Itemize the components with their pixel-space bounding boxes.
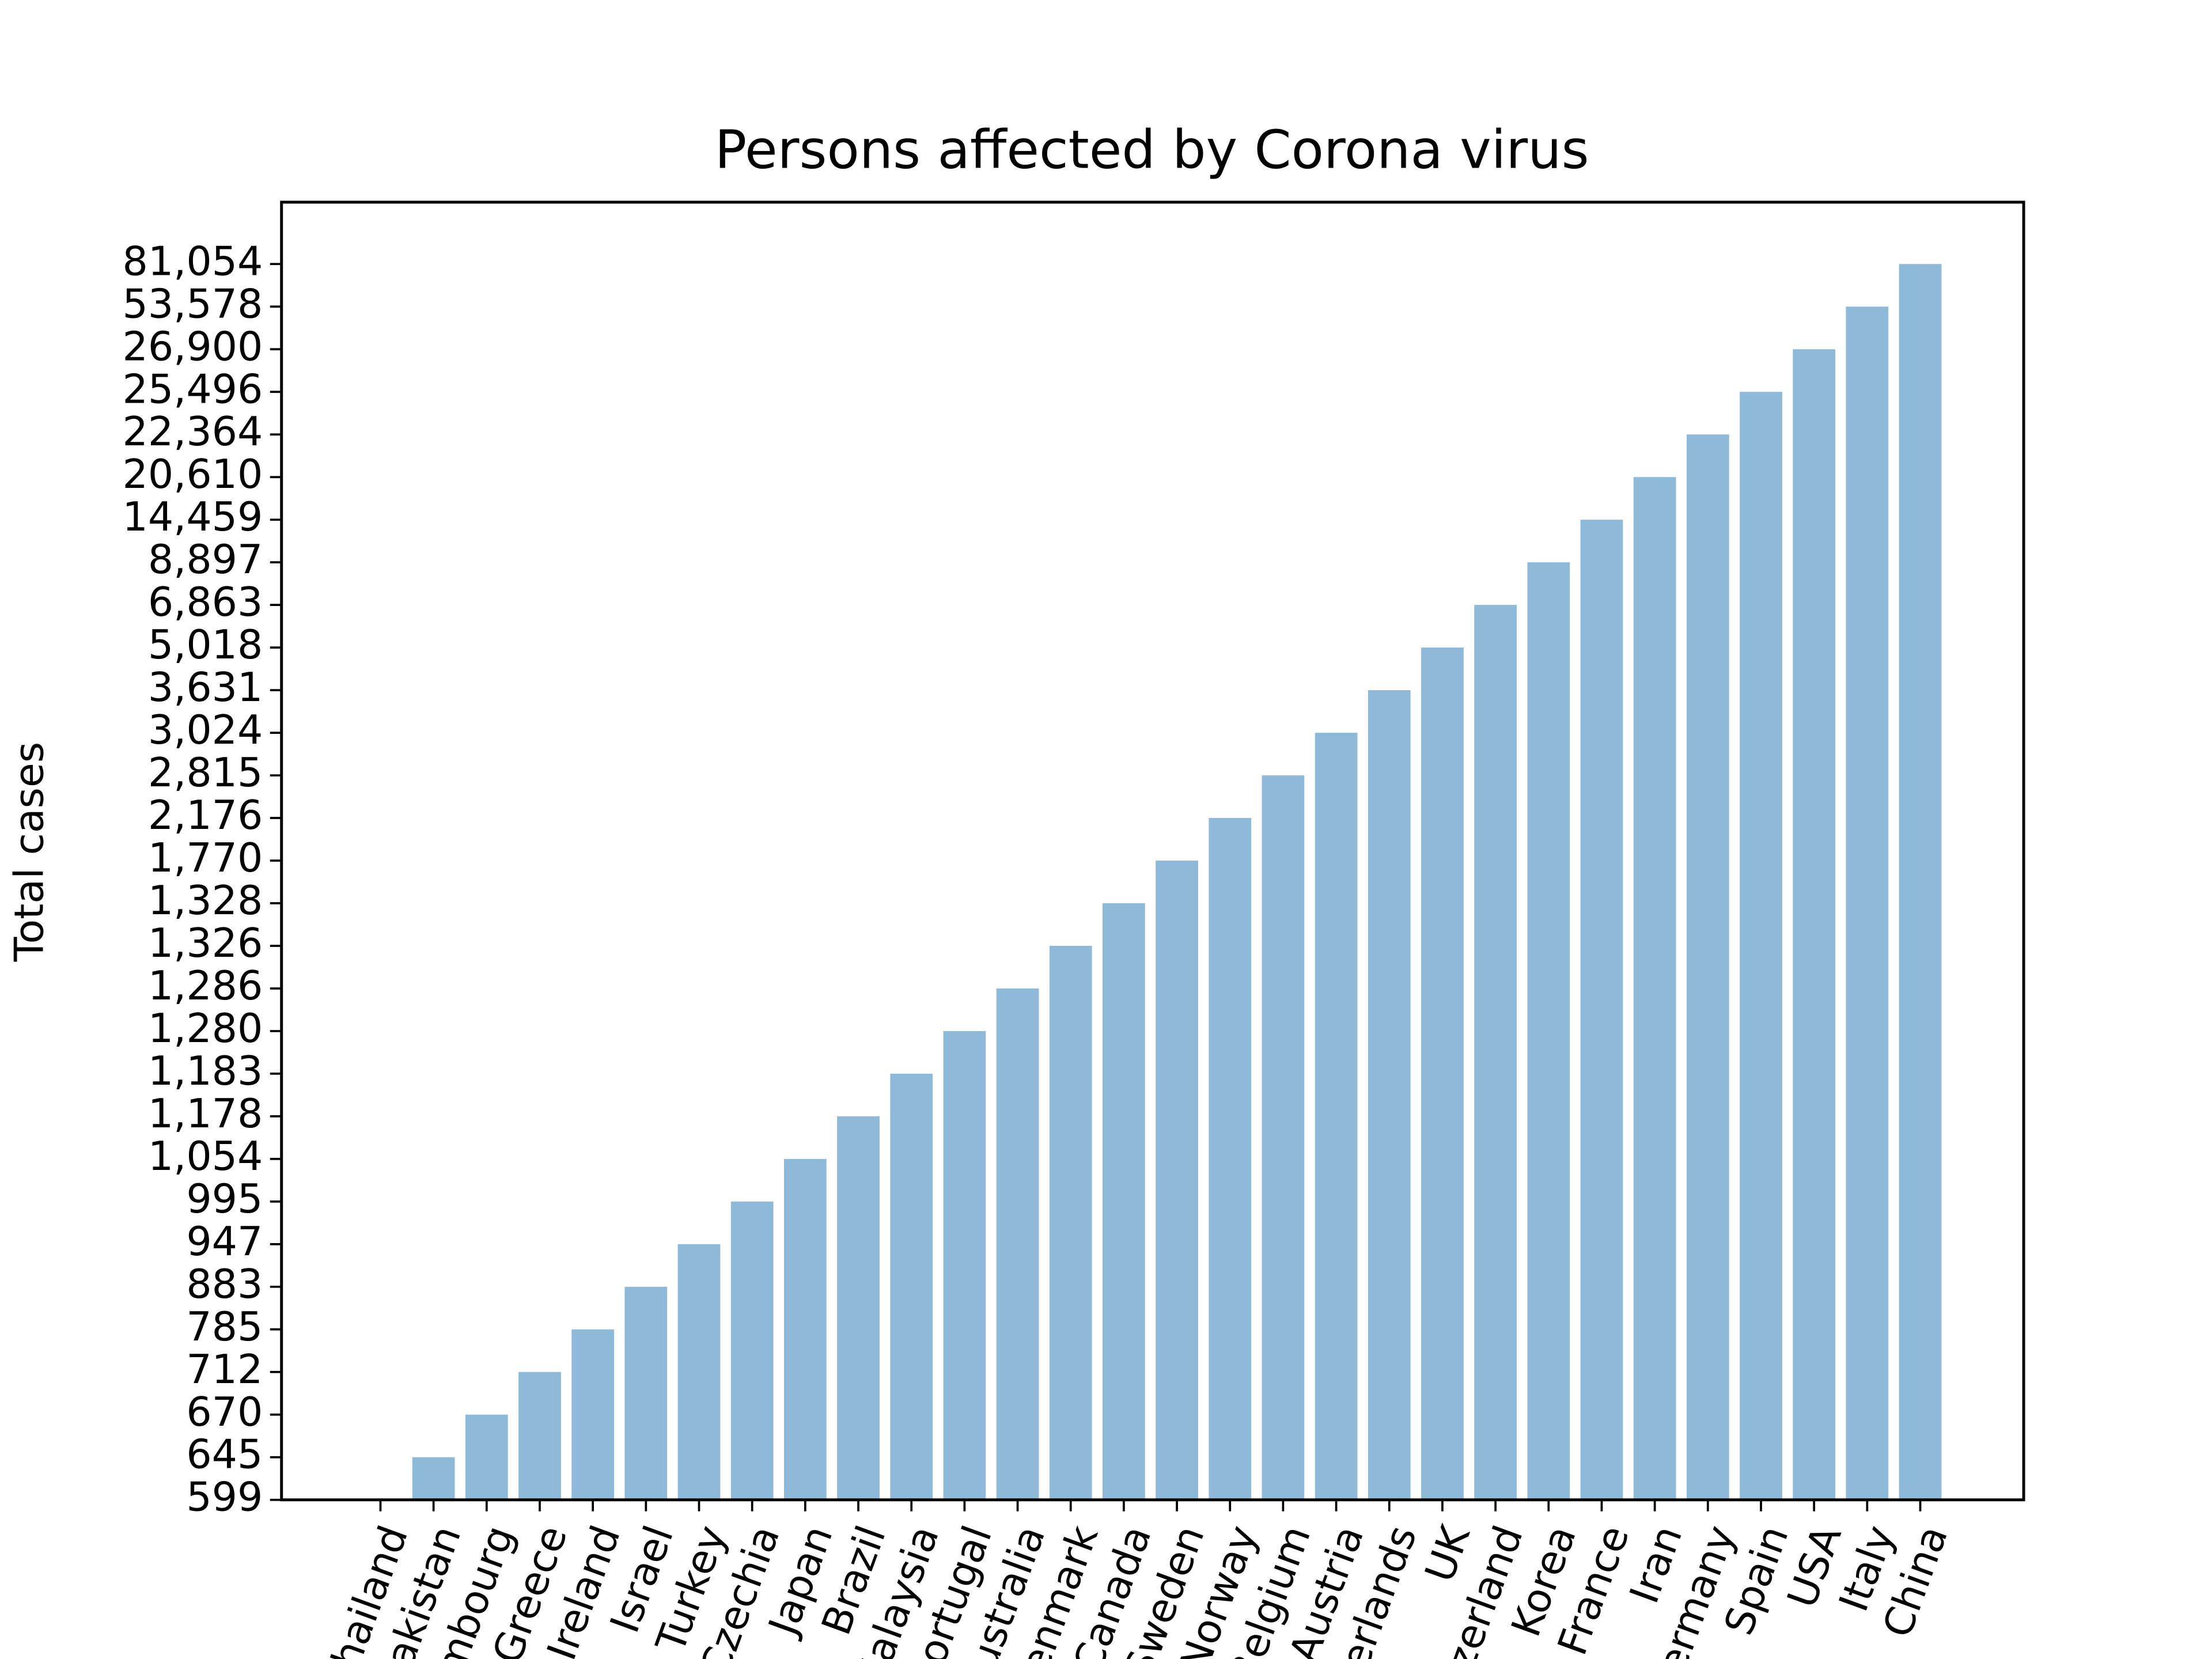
bar — [518, 1372, 561, 1500]
bar — [465, 1414, 508, 1500]
y-tick-label: 1,286 — [148, 963, 263, 1009]
bar — [1580, 520, 1623, 1500]
y-tick-label: 785 — [186, 1304, 263, 1350]
bar — [1315, 733, 1358, 1500]
y-tick-label: 25,496 — [123, 366, 263, 412]
bar — [624, 1286, 668, 1500]
bar — [1209, 818, 1252, 1500]
y-tick-label: 712 — [186, 1346, 263, 1393]
y-axis-label: Total cases — [6, 742, 53, 962]
bar — [1846, 306, 1889, 1500]
bar — [1686, 434, 1729, 1500]
y-tick-label: 5,018 — [148, 622, 263, 668]
bar — [1793, 349, 1836, 1500]
bar — [1368, 690, 1411, 1500]
y-tick-label: 26,900 — [123, 323, 263, 370]
y-tick-label: 20,610 — [123, 451, 263, 498]
y-tick-label: 599 — [186, 1474, 263, 1521]
chart-title: Persons affected by Corona virus — [715, 119, 1589, 181]
y-tick-label: 645 — [186, 1431, 263, 1478]
y-tick-label: 8,897 — [148, 536, 263, 583]
y-tick-label: 947 — [186, 1218, 263, 1265]
bar — [1421, 647, 1464, 1500]
y-tick-label: 995 — [186, 1176, 263, 1222]
y-tick-label: 1,328 — [148, 877, 263, 924]
bar — [783, 1158, 827, 1500]
bar — [677, 1244, 721, 1500]
y-tick-label: 22,364 — [123, 408, 263, 455]
bar — [1474, 605, 1517, 1500]
bar — [837, 1116, 880, 1500]
bar — [1899, 264, 1942, 1500]
bar — [996, 988, 1039, 1500]
bar — [1103, 903, 1145, 1500]
bar — [1740, 392, 1782, 1500]
y-tick-label: 1,178 — [148, 1090, 263, 1137]
bar — [1156, 861, 1198, 1500]
y-tick-label: 670 — [186, 1389, 263, 1435]
y-tick-label: 2,176 — [148, 792, 263, 839]
y-tick-label: 3,631 — [148, 664, 263, 711]
y-tick-label: 53,578 — [123, 281, 263, 327]
y-tick-label: 1,183 — [148, 1048, 263, 1094]
bar — [1633, 477, 1676, 1500]
y-tick-label: 1,280 — [148, 1005, 263, 1052]
bar — [730, 1201, 774, 1500]
y-tick-label: 1,054 — [148, 1133, 263, 1180]
y-tick-label: 1,326 — [148, 920, 263, 967]
bar — [571, 1329, 615, 1500]
bar — [412, 1457, 455, 1500]
y-tick-label: 883 — [186, 1261, 263, 1308]
bar — [890, 1073, 933, 1500]
y-tick-label: 6,863 — [148, 579, 263, 626]
plot-area: 5996456707127858839479951,0541,1781,1831… — [123, 238, 1957, 1659]
y-tick-label: 81,054 — [123, 238, 263, 285]
bar — [1262, 775, 1305, 1500]
y-tick-label: 1,770 — [148, 835, 263, 881]
y-tick-label: 3,024 — [148, 707, 263, 753]
bar — [1527, 562, 1570, 1500]
bar — [1049, 945, 1092, 1500]
y-tick-label: 14,459 — [123, 494, 263, 540]
y-tick-label: 2,815 — [148, 749, 263, 796]
bar — [943, 1031, 986, 1500]
axes-frame — [280, 200, 2025, 1502]
